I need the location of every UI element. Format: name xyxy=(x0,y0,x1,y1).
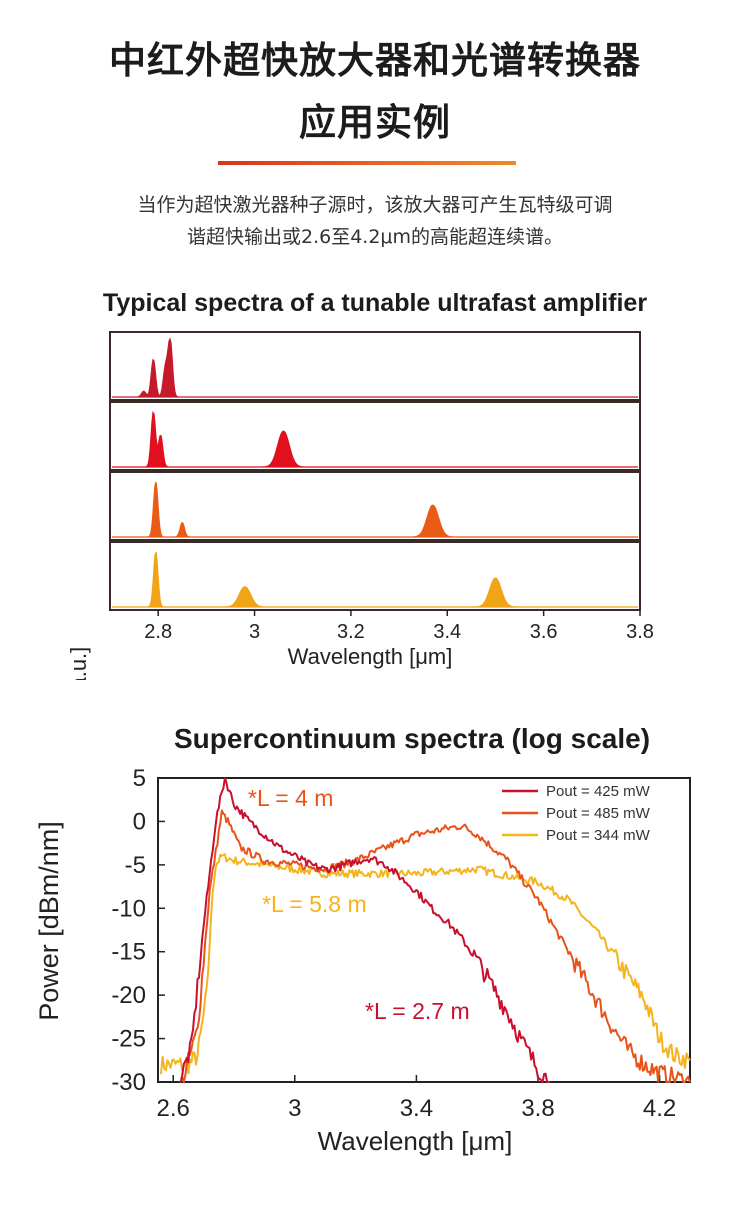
series-annotation-2: *L = 4 m xyxy=(248,785,333,811)
supercontinuum-xtick-label: 3 xyxy=(288,1095,301,1122)
series-line-2 xyxy=(181,809,691,1083)
supercontinuum-ytick-label: -25 xyxy=(111,1026,146,1053)
series-annotation-3: *L = 5.8 m xyxy=(262,891,367,917)
legend-label-3: Pout = 344 mW xyxy=(546,827,651,844)
amplifier-xtick-label: 3 xyxy=(249,621,260,643)
spectrum-area-3 xyxy=(112,482,638,538)
series-line-1 xyxy=(179,777,551,1083)
spectrum-panel-4 xyxy=(109,541,641,611)
supercontinuum-chart-ylabel: Power [dBm/nm] xyxy=(34,821,64,1021)
intro-text-line2: 谐超快输出或2.6至4.2μm的高能超连续谱。 xyxy=(186,226,564,248)
supercontinuum-ytick-label: 0 xyxy=(133,808,146,835)
spectrum-panel-1 xyxy=(109,331,641,401)
series-line-3 xyxy=(160,853,691,1075)
intro-text-line1: 当作为超快激光器种子源时，该放大器可产生瓦特级可调 xyxy=(137,194,613,216)
page-title: 中红外超快放大器和光谱转换器 xyxy=(109,39,641,82)
supercontinuum-xtick-label: 2.6 xyxy=(157,1095,190,1122)
title-divider xyxy=(218,161,516,165)
supercontinuum-chart-xlabel: Wavelength [μm] xyxy=(318,1126,513,1156)
page-subtitle: 应用实例 xyxy=(299,101,451,144)
supercontinuum-xtick-label: 4.2 xyxy=(643,1095,676,1122)
amplifier-chart-ylabel: Relative power [a.u.] xyxy=(66,647,91,680)
amplifier-xtick-label: 3.8 xyxy=(626,621,654,643)
supercontinuum-ytick-label: -20 xyxy=(111,982,146,1009)
supercontinuum-xtick-label: 3.8 xyxy=(521,1095,554,1122)
supercontinuum-ytick-label: -15 xyxy=(111,939,146,966)
supercontinuum-xtick-label: 3.4 xyxy=(400,1095,433,1122)
supercontinuum-plot-frame xyxy=(157,777,691,1083)
spectrum-panel-2 xyxy=(109,401,641,471)
legend-label-1: Pout = 425 mW xyxy=(546,783,651,800)
amplifier-xtick-label: 3.2 xyxy=(337,621,365,643)
amplifier-xtick-label: 2.8 xyxy=(144,621,172,643)
amplifier-xtick-label: 3.6 xyxy=(530,621,558,643)
spectrum-panel-3 xyxy=(109,471,641,541)
spectrum-area-2 xyxy=(112,411,638,468)
amplifier-chart-title: Typical spectra of a tunable ultrafast a… xyxy=(103,289,647,317)
spectrum-area-4 xyxy=(112,552,638,608)
amplifier-xtick-label: 3.4 xyxy=(433,621,461,643)
supercontinuum-ytick-label: -10 xyxy=(111,895,146,922)
amplifier-spectra-chart: Typical spectra of a tunable ultrafast a… xyxy=(66,289,654,680)
supercontinuum-ytick-label: -30 xyxy=(111,1069,146,1096)
supercontinuum-chart-title: Supercontinuum spectra (log scale) xyxy=(174,723,650,754)
supercontinuum-chart: Supercontinuum spectra (log scale) Power… xyxy=(34,723,691,1156)
series-annotation-1: *L = 2.7 m xyxy=(365,998,470,1024)
legend-label-2: Pout = 485 mW xyxy=(546,805,651,822)
spectrum-area-1 xyxy=(112,337,638,398)
supercontinuum-ytick-label: -5 xyxy=(125,852,146,879)
amplifier-chart-xlabel: Wavelength [μm] xyxy=(288,644,453,669)
supercontinuum-ytick-label: 5 xyxy=(133,765,146,792)
